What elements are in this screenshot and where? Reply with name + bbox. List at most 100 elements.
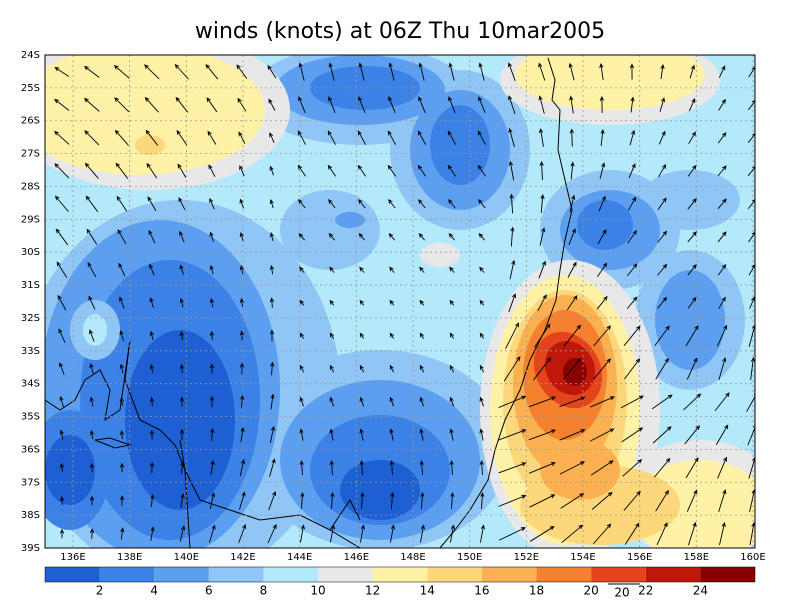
wind-arrow [715,424,729,446]
wind-arrow [568,228,576,246]
wind-arrow [240,394,245,409]
wind-arrow [570,161,575,180]
wind-arrow [389,332,395,339]
wind-arrow [174,63,189,80]
wind-arrow [118,262,126,277]
wind-arrow [623,490,641,511]
wind-arrow [89,429,94,440]
wind-arrow [627,229,637,244]
wind-arrow [179,264,184,275]
wind-arrow [89,462,95,473]
wind-arrow [419,299,425,306]
wind-arrow [657,197,667,210]
wind-arrow [659,97,666,112]
wind-arrow [210,459,215,476]
wind-arrow [119,429,125,440]
wind-arrow [299,364,305,373]
colorbar-label: 24 [693,584,708,598]
lat-label: 30S [21,247,40,258]
wind-arrow [149,330,154,341]
wind-arrow [208,164,216,178]
wind-arrow [328,199,336,209]
wind-arrow [559,396,586,408]
wind-arrow [329,266,335,273]
wind-arrow [599,162,606,179]
wind-arrow [559,461,585,475]
wind-arrow [57,294,67,311]
wind-arrow [687,164,697,177]
wind-arrow [179,331,184,341]
wind-arrow [209,395,215,408]
wind-arrow [509,193,514,214]
wind-arrow [387,130,397,145]
wind-arrow [54,163,70,179]
wind-arrow [620,395,644,409]
wind-arrow [117,229,127,245]
wind-arrow [591,491,613,510]
wind-arrow [179,428,185,441]
wind-arrow [176,130,188,146]
wind-arrow [449,460,454,475]
colorbar-box [154,567,209,582]
wind-arrow [177,163,187,178]
wind-arrow [559,429,586,441]
wind-arrow [59,495,65,506]
wind-arrow [509,259,516,280]
colorbar-box [427,567,482,582]
lat-label: 24S [21,50,40,61]
wind-arrow [239,362,245,375]
wind-arrow [652,426,672,444]
wind-arrow [539,227,546,246]
wind-arrow [388,199,396,209]
wind-arrow [149,297,154,308]
wind-arrow [687,231,697,243]
wind-arrow [149,461,155,473]
wind-arrow [448,62,455,81]
wind-arrow [357,130,367,145]
colorbar-box [645,567,701,582]
wind-arrow [624,522,640,545]
wind-arrow [239,231,244,242]
colorbar-box [481,567,537,582]
wind-arrow [55,228,69,246]
lon-label: 152E [514,552,539,563]
wind-arrow [498,395,527,408]
lat-label: 38S [21,510,40,521]
wind-arrow [449,524,456,543]
wind-arrow [270,361,275,376]
wind-arrow [539,160,544,180]
lat-label: 34S [21,379,40,390]
wind-arrow [596,295,608,310]
wind-arrow [149,396,155,407]
wind-arrow [478,232,486,241]
wind-arrow [329,332,335,339]
wind-arrow [621,427,644,443]
lon-label: 146E [344,552,369,563]
wind-arrow [748,99,755,111]
wind-arrow [59,528,65,539]
lon-label: 150E [457,552,482,563]
lat-label: 37S [21,477,40,488]
lat-label: 35S [21,412,40,423]
lon-label: 156E [627,552,652,563]
wind-arrow [84,130,100,146]
wind-arrow [329,396,334,407]
wind-arrow [209,197,215,210]
wind-arrow [477,130,487,145]
wind-arrow [388,62,395,81]
wind-arrow [149,263,155,276]
wind-arrow [568,62,575,81]
wind-arrow [149,363,154,374]
lon-label: 144E [287,552,312,563]
wind-arrow [448,96,456,114]
wind-arrow [179,363,185,374]
wind-arrow [388,232,396,241]
axis-labels: 24S 25S 26S 27S 28S 29S 30S 31S 32S 33S 34S 35S 36S 3… [21,50,766,563]
lon-label: 160E [740,552,765,563]
wind-arrow [657,296,668,309]
wind-arrow [508,160,515,181]
wind-arrow [479,266,485,273]
wind-arrow [298,232,306,241]
wind-arrow [269,132,275,144]
wind-arrow [150,494,155,507]
